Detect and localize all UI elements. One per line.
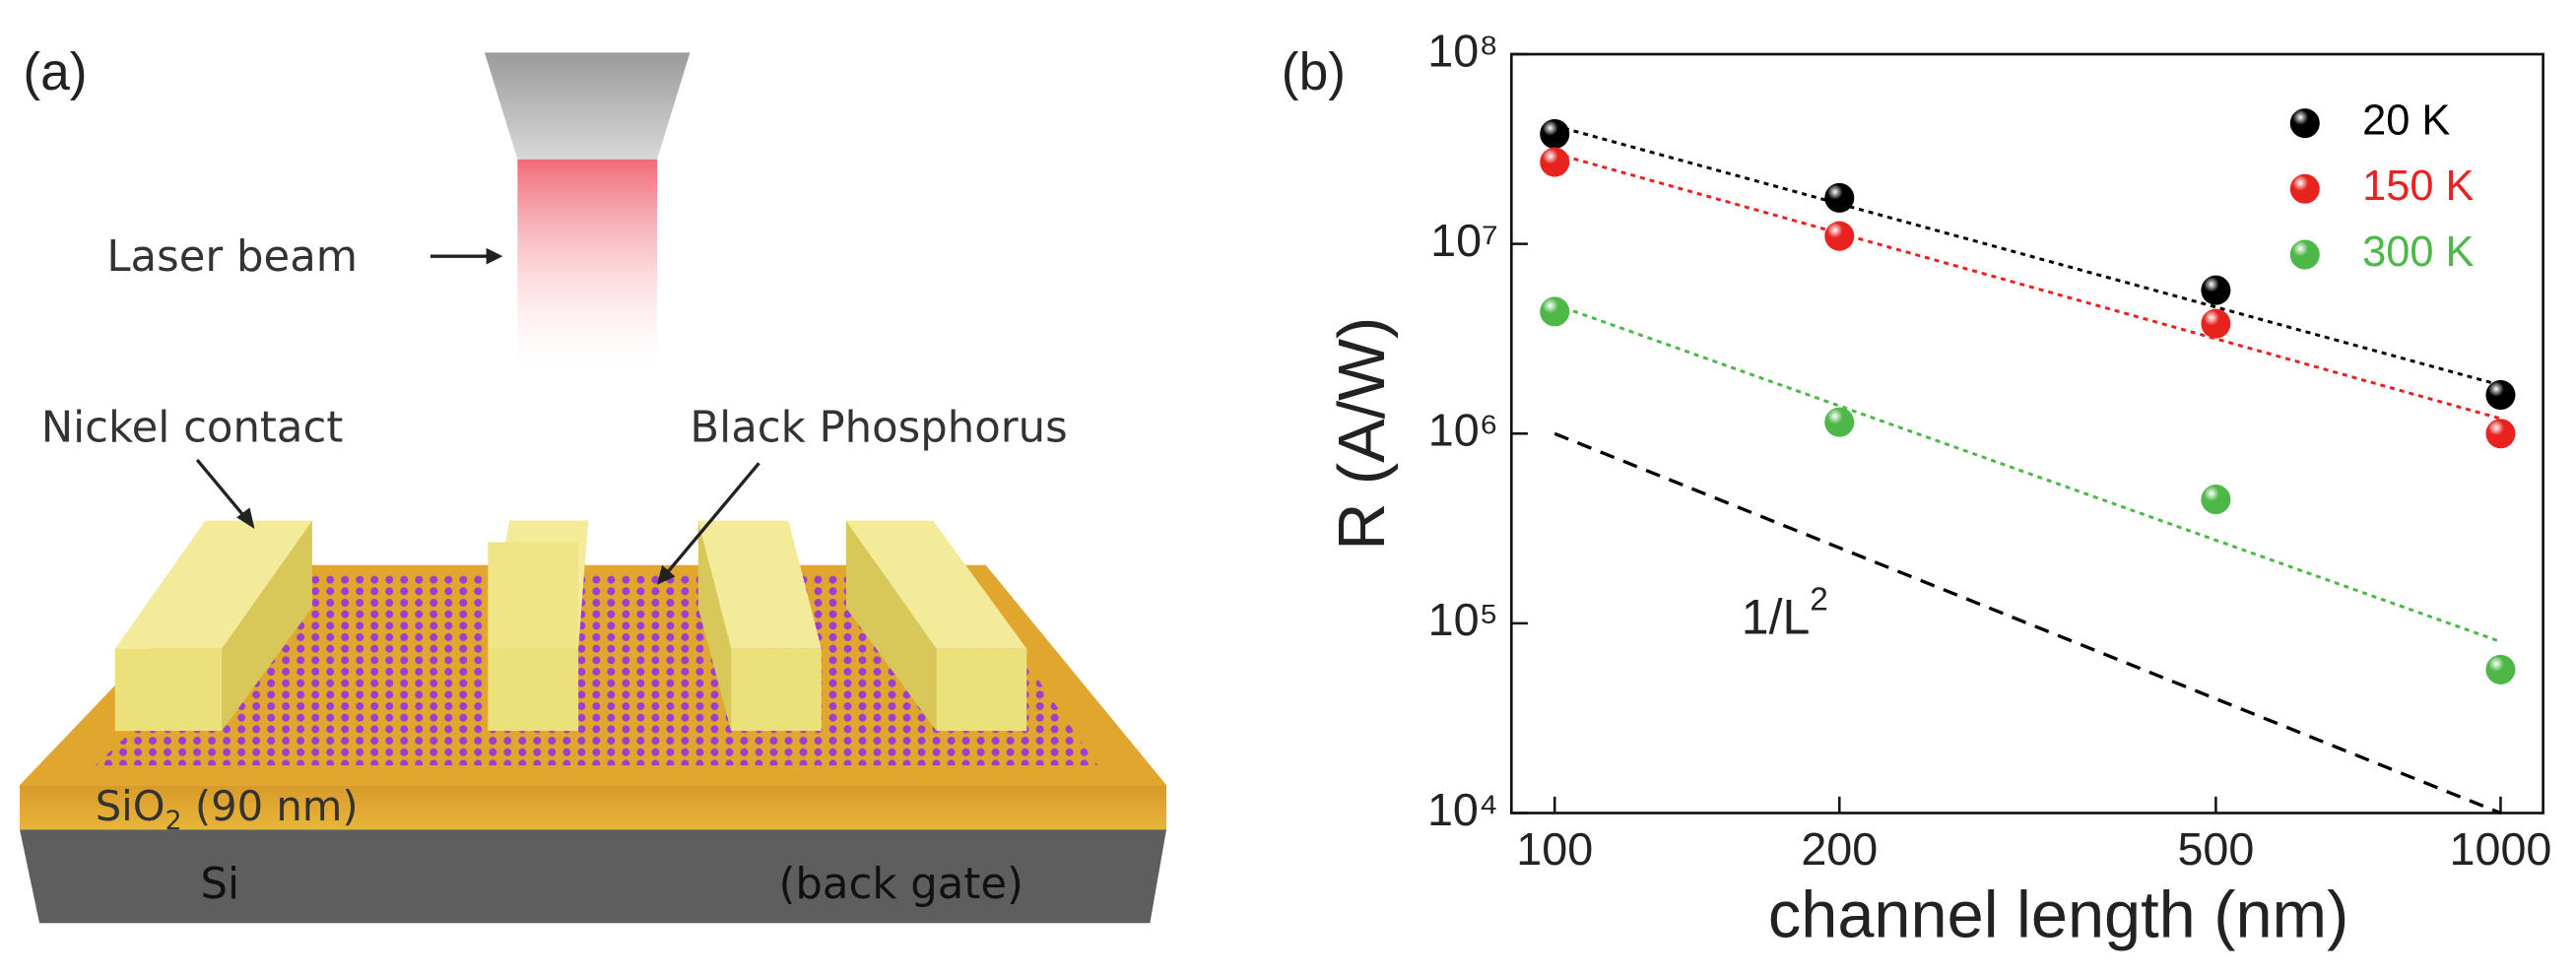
annotation-text: 1/L [1742, 590, 1811, 645]
legend-marker [2289, 239, 2320, 270]
y-tick-label: 10⁷ [1430, 215, 1498, 266]
oxide-face [20, 785, 1167, 830]
oxide-suffix: (90 nm) [182, 782, 359, 830]
laser-beam [517, 159, 658, 370]
data-point [2485, 654, 2516, 684]
material-label: Black Phosphorus [690, 403, 1067, 452]
fit-line [1553, 431, 2502, 815]
x-tick-label: 1000 [2450, 823, 2552, 875]
black-phosphorus [95, 574, 1098, 766]
y-tick-label: 10⁸ [1427, 25, 1498, 76]
oxide-label: SiO2 (90 nm) [96, 782, 359, 835]
legend-marker [2289, 173, 2320, 204]
x-tick-label: 200 [1801, 823, 1878, 875]
oxide-text: SiO [96, 782, 165, 830]
legend-label: 20 K [2362, 98, 2450, 145]
data-point [2485, 419, 2516, 449]
data-point [2201, 485, 2231, 515]
arrow-head [486, 247, 503, 265]
y-tick-label: 10⁵ [1428, 594, 1498, 645]
fit-line [1553, 302, 2501, 643]
annotation-superscript: 2 [1810, 581, 1828, 618]
legend-marker [2289, 108, 2320, 139]
x-tick-label: 500 [2177, 823, 2254, 875]
contact-front [731, 648, 822, 732]
figure-root: (a) Laser beam Nickel contact Black Phos… [20, 25, 2552, 952]
data-point [1540, 296, 1570, 327]
contact-top [114, 520, 312, 649]
arrow-head [657, 564, 676, 585]
laser-label: Laser beam [106, 232, 358, 282]
data-point [2485, 379, 2516, 410]
contact-side [845, 520, 937, 732]
contact-top [845, 520, 1027, 649]
panel-label: (b) [1282, 43, 1346, 101]
y-tick-label: 10⁴ [1427, 784, 1498, 835]
contact-side [697, 520, 732, 732]
y-tick-label: 10⁶ [1428, 405, 1498, 456]
si-layer [20, 829, 1167, 924]
legend-label: 150 K [2362, 163, 2474, 210]
gate-label: (back gate) [778, 860, 1023, 909]
data-point [1540, 147, 1570, 177]
x-tick-label: 100 [1516, 823, 1593, 875]
data-point [1540, 118, 1570, 149]
x-axis-label: channel length (nm) [1768, 879, 2348, 952]
contact-front [114, 648, 223, 732]
legend-label: 300 K [2362, 228, 2474, 276]
contact-top [697, 520, 822, 649]
si-label: Si [200, 860, 239, 909]
data-point [2201, 275, 2231, 305]
arrow-head [236, 507, 255, 529]
oxide-subscript: 2 [165, 805, 182, 835]
arrow [664, 462, 760, 576]
data-point [2201, 308, 2231, 339]
fit-line [1553, 124, 2501, 387]
contact-side [222, 520, 312, 732]
panel-label: (a) [23, 43, 87, 101]
annotation: 1/L2 [1742, 581, 1828, 644]
fit-line [1553, 152, 2501, 421]
contact-body [488, 542, 579, 649]
contacts [114, 520, 1027, 732]
arrow [195, 458, 248, 521]
y-axis-label: R (A/W) [1326, 317, 1399, 551]
objective [484, 52, 691, 160]
contact-label: Nickel contact [41, 403, 344, 452]
data-point [1824, 407, 1855, 437]
data-point [1824, 221, 1855, 251]
contact-front [488, 648, 579, 732]
contact-front [936, 648, 1027, 732]
data-point [1824, 182, 1855, 213]
